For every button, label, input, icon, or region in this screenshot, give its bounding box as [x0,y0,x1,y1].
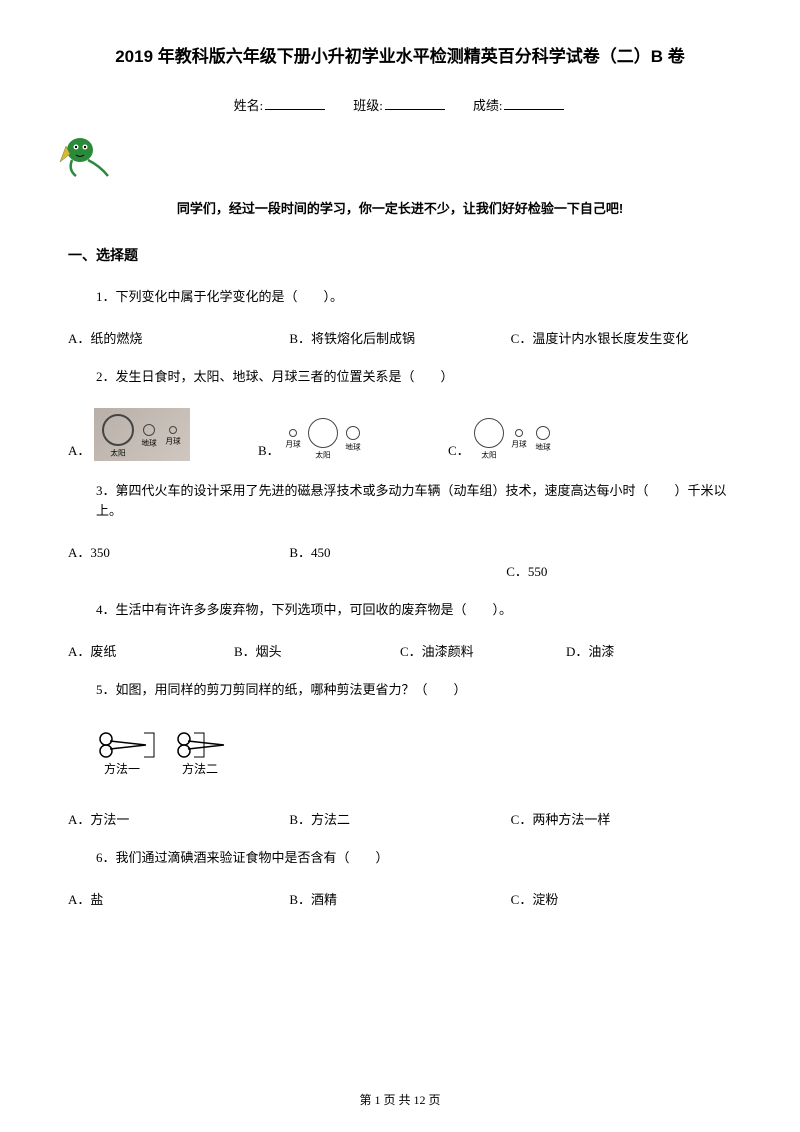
q2-diagram-b: 月球 太阳 地球 [284,418,362,461]
q2-option-b-label[interactable]: B． [258,440,280,461]
class-label: 班级: [353,98,383,113]
q1-options: A．纸的燃烧 B．将铁熔化后制成锅 C．温度计内水银长度发生变化 [68,328,732,347]
motto-text: 同学们，经过一段时间的学习，你一定长进不少，让我们好好检验一下自己吧! [68,198,732,217]
q1-option-a[interactable]: A．纸的燃烧 [68,328,289,347]
q4-option-d[interactable]: D．油漆 [566,641,732,660]
q2-diagrams: A． 太阳 地球 月球 B． 月球 太阳 地球 C． 太阳 月球 地球 [68,408,732,461]
sun-label: 太阳 [111,447,126,458]
name-blank[interactable] [265,109,325,110]
section-1-header: 一、选择题 [68,245,732,265]
q3-option-b[interactable]: B．450 [289,542,510,561]
page-footer: 第 1 页 共 12 页 [0,1091,800,1108]
q4-text: 4．生活中有许许多多废弃物，下列选项中，可回收的废弃物是（ ）。 [68,600,732,621]
q6-text: 6．我们通过滴碘酒来验证食物中是否含有（ ） [68,848,732,869]
q5-option-b[interactable]: B．方法二 [289,809,510,828]
q1-text: 1．下列变化中属于化学变化的是（ ）。 [68,287,732,308]
earth-label-b: 地球 [345,441,360,452]
q3-option-a[interactable]: A．350 [68,542,289,561]
pencil-mascot-icon [58,132,732,188]
q4-options: A．废纸 B．烟头 C．油漆颜料 D．油漆 [68,641,732,660]
q4-option-b[interactable]: B．烟头 [234,641,400,660]
sun-label-c: 太阳 [481,449,496,460]
method1-label: 方法一 [104,761,140,776]
q3-text: 3．第四代火车的设计采用了先进的磁悬浮技术或多动力车辆（动车组）技术，速度高达每… [68,481,732,523]
q2-text: 2．发生日食时，太阳、地球、月球三者的位置关系是（ ） [68,367,732,388]
q2-diagram-a: 太阳 地球 月球 [94,408,190,461]
q3-options: A．350 B．450 C．550 [68,542,732,580]
moon-label: 月球 [166,435,181,446]
method2-label: 方法二 [182,761,218,776]
moon-label-c: 月球 [511,438,526,449]
score-label: 成绩: [473,98,503,113]
q5-option-c[interactable]: C．两种方法一样 [511,809,732,828]
q2-option-a-label[interactable]: A． [68,440,90,461]
q3-option-c[interactable]: C．550 [506,564,547,579]
student-info-line: 姓名: 班级: 成绩: [68,95,732,114]
q5-option-a[interactable]: A．方法一 [68,809,289,828]
q1-option-c[interactable]: C．温度计内水银长度发生变化 [511,328,732,347]
name-label: 姓名: [234,98,264,113]
class-blank[interactable] [385,109,445,110]
q2-diagram-c: 太阳 月球 地球 [474,418,552,461]
q6-options: A．盐 B．酒精 C．淀粉 [68,889,732,908]
earth-label: 地球 [142,437,157,448]
earth-label-c: 地球 [535,441,550,452]
page-title: 2019 年教科版六年级下册小升初学业水平检测精英百分科学试卷（二）B 卷 [68,42,732,67]
q5-text: 5．如图，用同样的剪刀剪同样的纸，哪种剪法更省力？（ ） [68,680,732,701]
q6-option-a[interactable]: A．盐 [68,889,289,908]
q5-options: A．方法一 B．方法二 C．两种方法一样 [68,809,732,828]
q2-option-c-label[interactable]: C． [448,440,470,461]
q6-option-b[interactable]: B．酒精 [289,889,510,908]
q4-option-a[interactable]: A．废纸 [68,641,234,660]
score-blank[interactable] [504,109,564,110]
q4-option-c[interactable]: C．油漆颜料 [400,641,566,660]
q1-option-b[interactable]: B．将铁熔化后制成锅 [289,328,510,347]
q6-option-c[interactable]: C．淀粉 [511,889,732,908]
sun-label-b: 太阳 [315,449,330,460]
q5-scissors-diagram: 方法一 方法二 [96,721,732,785]
moon-label-b: 月球 [285,438,300,449]
